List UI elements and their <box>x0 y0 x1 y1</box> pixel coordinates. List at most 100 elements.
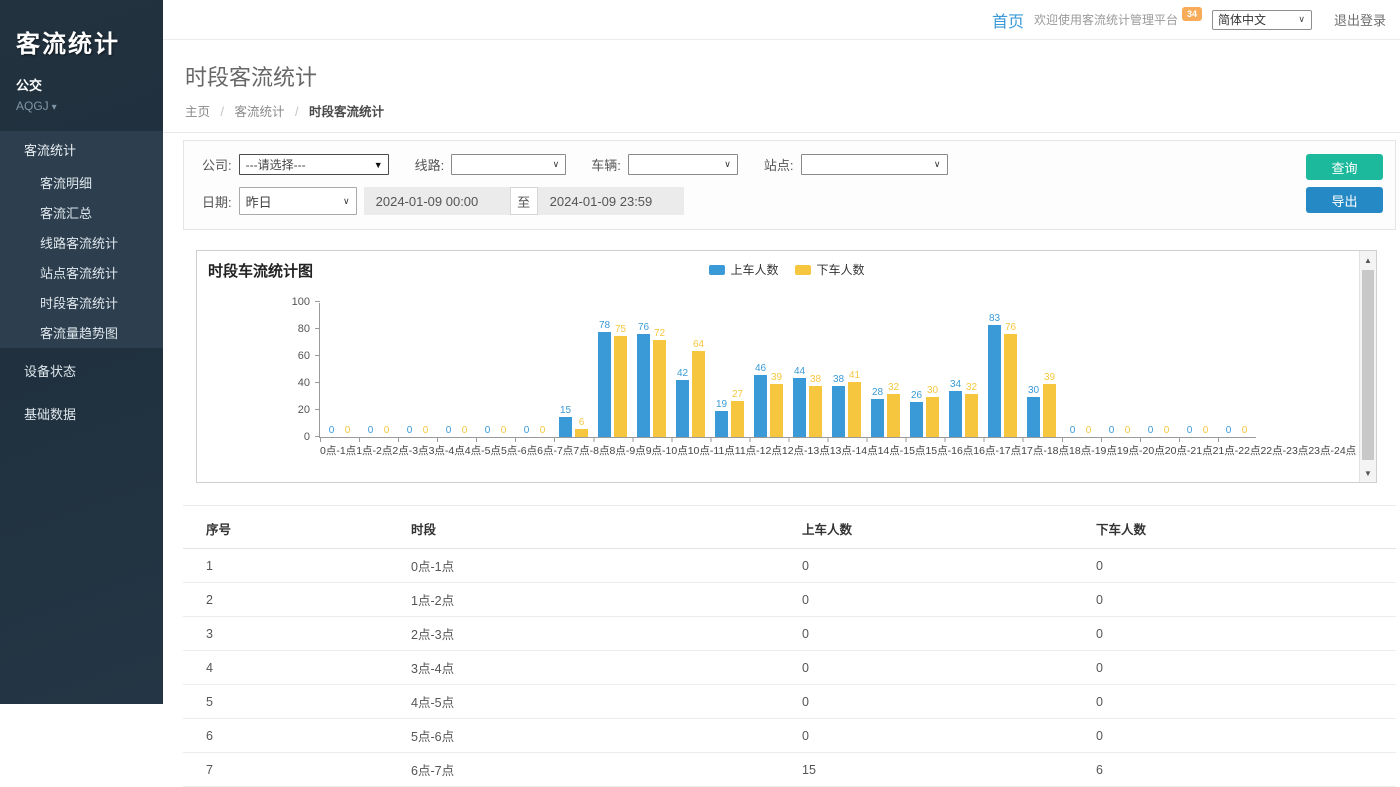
sidebar-subitem-3[interactable]: 线路客流统计 <box>0 228 163 258</box>
bar[interactable] <box>676 380 689 437</box>
sidebar: 客流统计 公交 AQGJ▾ 客流统计 客流明细客流汇总线路客流统计站点客流统计时… <box>0 0 163 704</box>
org-code-dropdown[interactable]: AQGJ▾ <box>16 99 147 113</box>
bar-value-label: 27 <box>732 389 743 400</box>
breadcrumb-home[interactable]: 主页 <box>185 105 210 119</box>
bar[interactable] <box>715 411 728 437</box>
x-axis-label: 14点-15点 <box>878 443 926 458</box>
bar-column: 46 <box>754 303 767 437</box>
table-row: 21点-2点00 <box>183 583 1396 617</box>
table-cell: 3点-4点 <box>411 651 802 685</box>
bar-series: 0000000000001567875767242641927463944383… <box>320 303 1256 437</box>
bar[interactable] <box>614 336 627 437</box>
app-title: 客流统计 <box>16 24 147 59</box>
notification-badge[interactable]: 34 <box>1182 7 1202 21</box>
bar[interactable] <box>1004 334 1017 437</box>
sidebar-subitem-4[interactable]: 站点客流统计 <box>0 258 163 288</box>
sidebar-subitem-1[interactable]: 客流明细 <box>0 168 163 198</box>
chart-title: 时段车流统计图 <box>208 260 313 281</box>
sidebar-item-passenger-stats[interactable]: 客流统计 <box>0 131 163 168</box>
x-axis-label: 2点-3点 <box>392 443 428 458</box>
bar-value-label: 38 <box>833 374 844 385</box>
bar[interactable] <box>988 325 1001 437</box>
legend-item-boarding[interactable]: 上车人数 <box>708 261 778 278</box>
sidebar-subitem-6[interactable]: 客流量趋势图 <box>0 318 163 348</box>
sidebar-subitem-2[interactable]: 客流汇总 <box>0 198 163 228</box>
date-from-input[interactable]: 2024-01-09 00:00 <box>364 187 510 215</box>
x-axis-label: 9点-10点 <box>646 443 688 458</box>
date-to-input[interactable]: 2024-01-09 23:59 <box>538 187 684 215</box>
bar[interactable] <box>926 397 939 438</box>
bar-column: 32 <box>887 303 900 437</box>
date-preset-select[interactable]: 昨日 ∨ <box>239 187 357 215</box>
x-axis-label: 17点-18点 <box>1021 443 1069 458</box>
bar-column: 15 <box>559 303 572 437</box>
table-cell: 0 <box>802 685 1096 719</box>
breadcrumb-passenger-stats[interactable]: 客流统计 <box>234 105 284 119</box>
x-axis-label: 21点-22点 <box>1213 443 1261 458</box>
logout-link[interactable]: 退出登录 <box>1334 10 1386 29</box>
query-button[interactable]: 查询 <box>1306 154 1383 180</box>
export-button[interactable]: 导出 <box>1306 187 1383 213</box>
bar-value-label: 15 <box>560 405 571 416</box>
bar[interactable] <box>770 384 783 437</box>
chevron-down-icon: ∨ <box>553 159 560 170</box>
bar[interactable] <box>1027 397 1040 438</box>
bar-value-label: 0 <box>329 425 335 436</box>
table-cell: 0 <box>1096 549 1396 583</box>
bar[interactable] <box>653 340 666 437</box>
bar[interactable] <box>965 394 978 437</box>
bar[interactable] <box>754 375 767 437</box>
bar-value-label: 0 <box>1187 425 1193 436</box>
bar-value-label: 0 <box>446 425 452 436</box>
bar-column: 0 <box>497 303 510 437</box>
bar[interactable] <box>692 351 705 437</box>
language-value: 简体中文 <box>1218 11 1266 28</box>
bar-group: 00 <box>1061 303 1100 437</box>
scroll-up-arrow-icon[interactable]: ▲ <box>1360 252 1376 268</box>
bar-value-label: 0 <box>345 425 351 436</box>
scrollbar-thumb[interactable] <box>1362 270 1374 460</box>
bar[interactable] <box>848 382 861 437</box>
bar-value-label: 0 <box>1109 425 1115 436</box>
sidebar-item-base-data[interactable]: 基础数据 <box>0 393 163 434</box>
bar[interactable] <box>832 386 845 437</box>
sidebar-subitem-5[interactable]: 时段客流统计 <box>0 288 163 318</box>
org-code-label: AQGJ <box>16 99 49 113</box>
vehicle-select[interactable]: ∨ <box>628 154 738 175</box>
sidebar-item-device-status[interactable]: 设备状态 <box>0 350 163 391</box>
bar-value-label: 30 <box>1028 385 1039 396</box>
bar[interactable] <box>598 332 611 437</box>
bar-column: 38 <box>832 303 845 437</box>
bar-group: 00 <box>515 303 554 437</box>
bar[interactable] <box>731 401 744 437</box>
bar-column: 76 <box>1004 303 1017 437</box>
bar[interactable] <box>559 417 572 437</box>
bar[interactable] <box>910 402 923 437</box>
bar-value-label: 19 <box>716 399 727 410</box>
bar[interactable] <box>1043 384 1056 437</box>
company-select[interactable]: ---请选择--- ▼ <box>239 154 389 175</box>
home-link[interactable]: 首页 <box>992 8 1024 32</box>
station-select[interactable]: ∨ <box>801 154 948 175</box>
table-row: 76点-7点156 <box>183 753 1396 787</box>
bar[interactable] <box>949 391 962 437</box>
bar-column: 0 <box>1160 303 1173 437</box>
company-select-value: ---请选择--- <box>246 156 306 173</box>
line-select[interactable]: ∨ <box>451 154 566 175</box>
table-cell: 0 <box>1096 583 1396 617</box>
table-row: 65点-6点00 <box>183 719 1396 753</box>
legend-item-alighting[interactable]: 下车人数 <box>795 261 865 278</box>
bar[interactable] <box>887 394 900 437</box>
bar[interactable] <box>793 378 806 437</box>
scroll-down-arrow-icon[interactable]: ▼ <box>1360 465 1376 481</box>
table-cell: 1点-2点 <box>411 583 802 617</box>
language-select[interactable]: 简体中文 ∨ <box>1212 10 1312 30</box>
bar[interactable] <box>809 386 822 437</box>
chart-vertical-scrollbar[interactable]: ▲ ▼ <box>1359 251 1376 482</box>
filter-row-1: 公司: ---请选择--- ▼ 线路: ∨ 车辆: ∨ 站点: ∨ <box>202 154 1381 175</box>
y-tick-label: 60 <box>280 350 310 362</box>
bar[interactable] <box>871 399 884 437</box>
bar-value-label: 28 <box>872 387 883 398</box>
bar[interactable] <box>637 334 650 437</box>
bar[interactable] <box>575 429 588 437</box>
